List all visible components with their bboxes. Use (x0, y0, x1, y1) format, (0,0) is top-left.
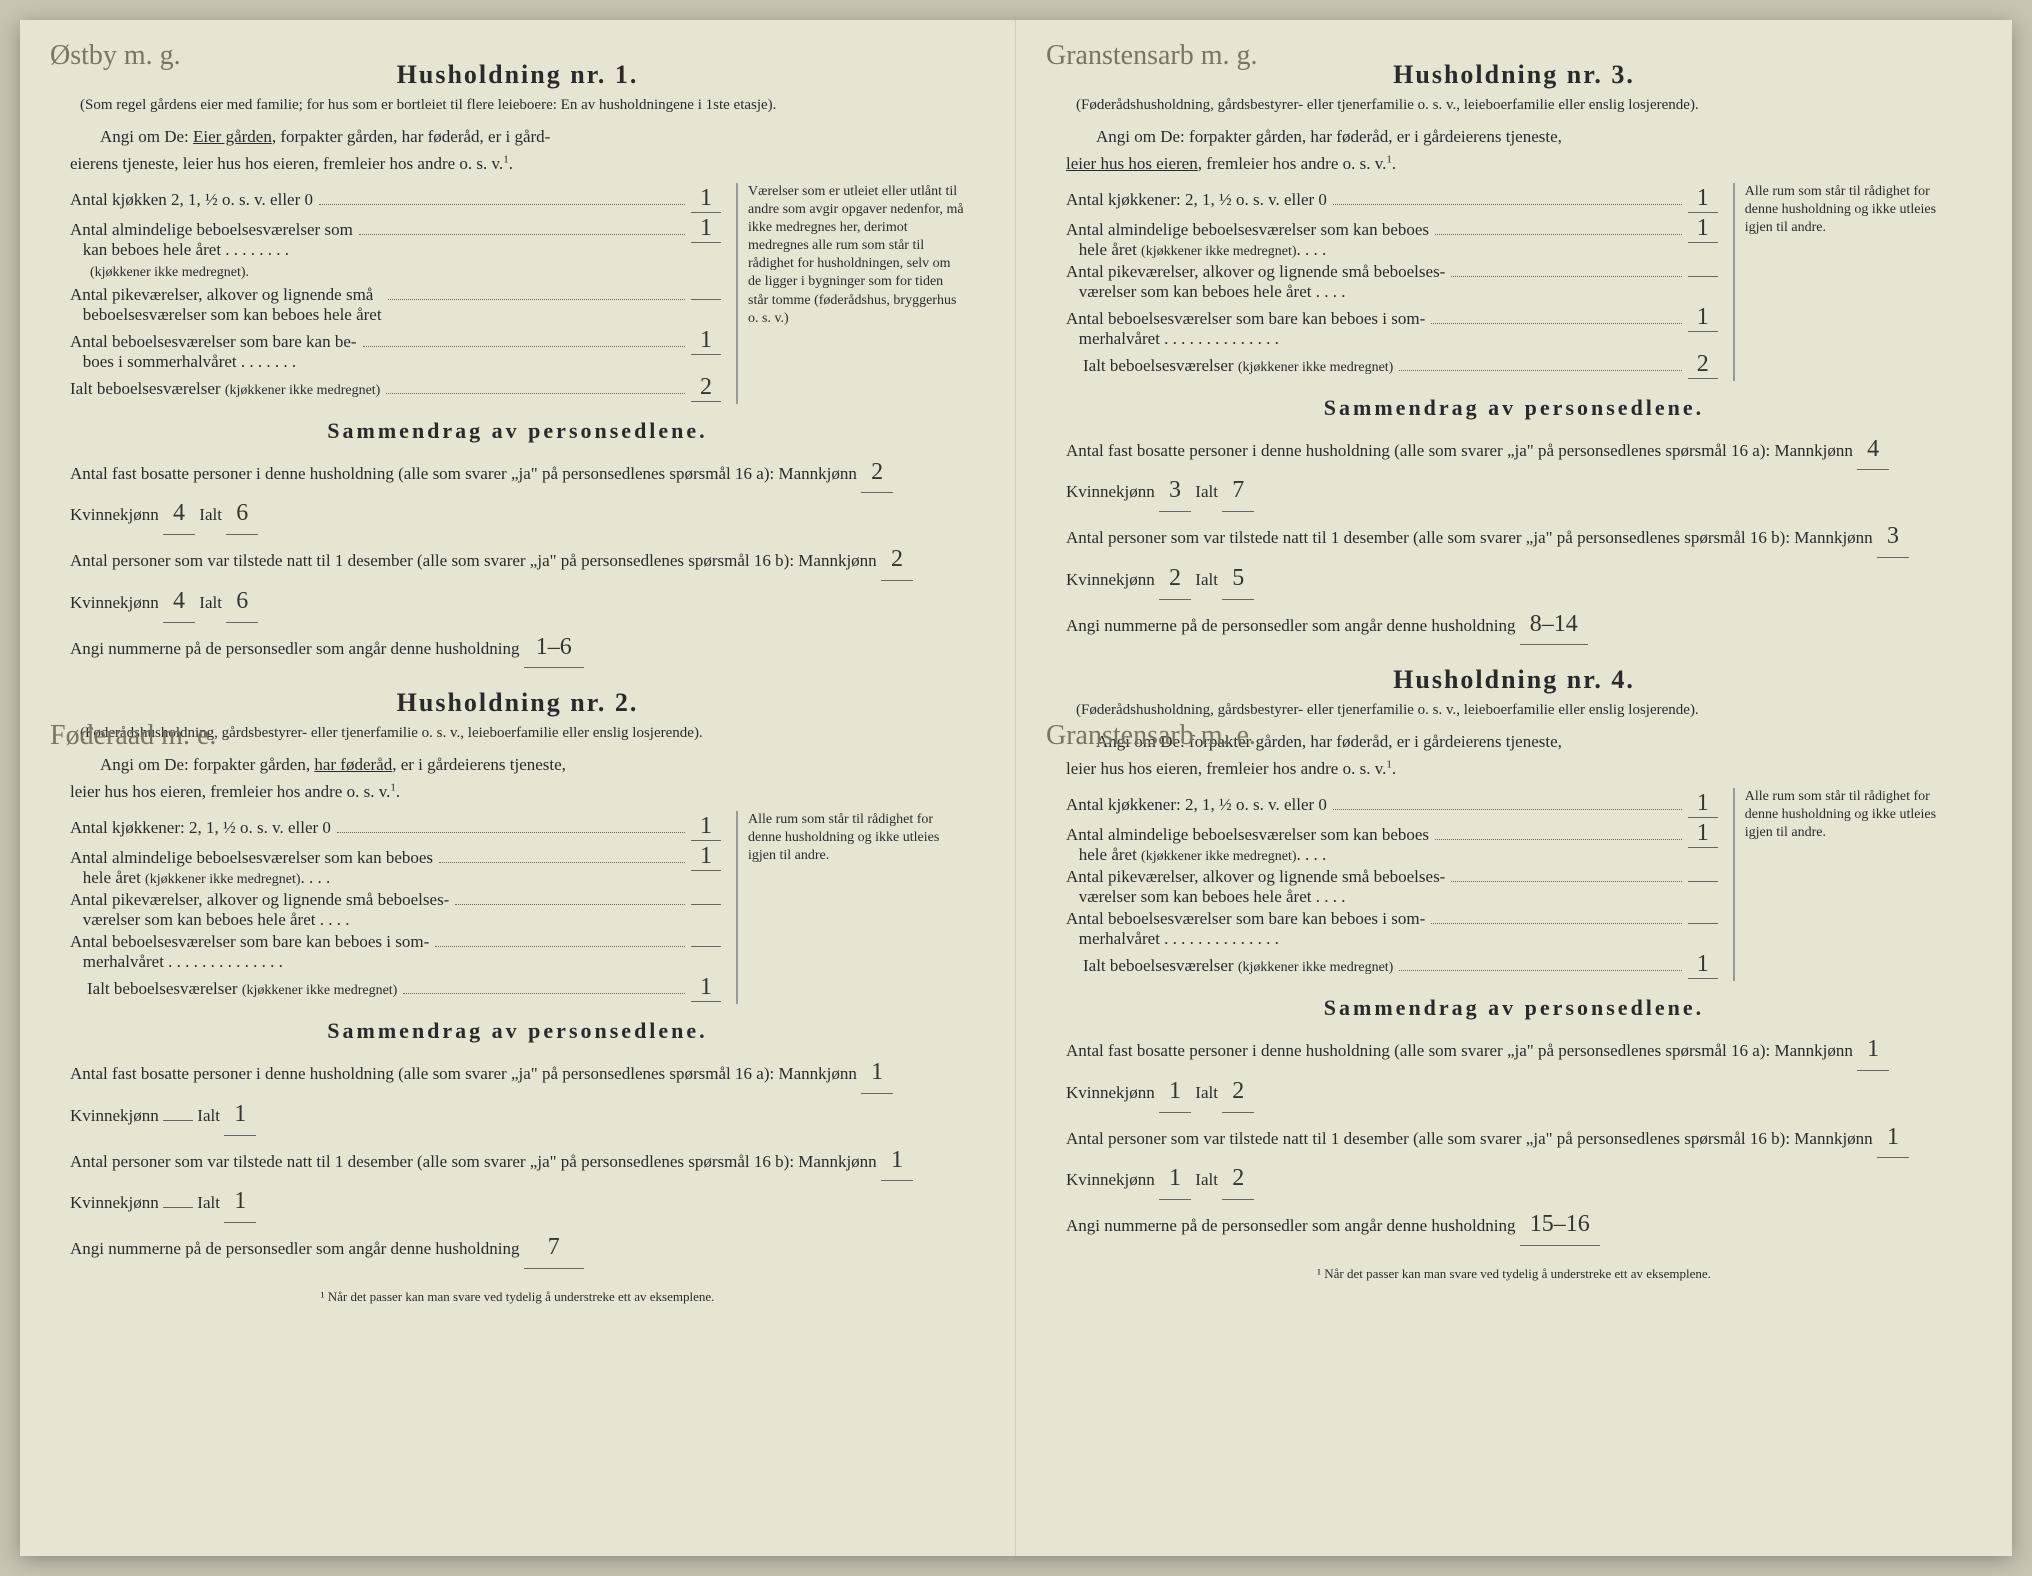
handwriting-mid-right: Granstensarb m. e. (1046, 720, 1256, 752)
summary-16b: Antal personer som var tilstede natt til… (70, 1140, 965, 1224)
summary-title: Sammendrag av personsedlene. (1066, 995, 1962, 1021)
options-line2: eierens tjeneste, leier hus hos eieren, … (70, 151, 965, 177)
handwriting-top-left: Østby m. g. (50, 40, 181, 72)
room-fields: Antal kjøkkener: 2, 1, ½ o. s. v. eller … (70, 811, 721, 1004)
kjokken-value: 1 (691, 185, 721, 213)
angi-line: Angi om De: forpakter gården, har føderå… (100, 752, 965, 778)
handwriting-mid-left: Føderaad m. e. (50, 720, 216, 752)
nummerne-line: Angi nummerne på de personsedler som ang… (1066, 604, 1962, 646)
household-title: Husholdning nr. 1. (70, 60, 965, 90)
room-columns: Antal kjøkkener: 2, 1, ½ o. s. v. eller … (1066, 788, 1962, 981)
document-spread: Østby m. g. Husholdning nr. 1. (Som rege… (20, 20, 2012, 1556)
options-line2: leier hus hos eieren, fremleier hos andr… (70, 779, 965, 805)
angi-line: Angi om De: forpakter gården, har føderå… (1096, 124, 1962, 150)
underlined-option: Eier gården (193, 127, 272, 146)
angi-line: Angi om De: Eier gården, forpakter gårde… (100, 124, 965, 150)
household-3: Husholdning nr. 3. (Føderådshusholdning,… (1066, 60, 1962, 645)
summary-title: Sammendrag av personsedlene. (70, 1018, 965, 1044)
summary-title: Sammendrag av personsedlene. (1066, 395, 1962, 421)
summary-16a: Antal fast bosatte personer i denne hush… (1066, 1029, 1962, 1113)
options-line2: leier hus hos eieren, fremleier hos andr… (1066, 151, 1962, 177)
summary-16a: Antal fast bosatte personer i denne hush… (70, 452, 965, 536)
side-note: Alle rum som står til rådighet for denne… (736, 811, 965, 1004)
nummerne-line: Angi nummerne på de personsedler som ang… (70, 1227, 965, 1269)
household-4: Husholdning nr. 4. (Føderådshusholdning,… (1066, 665, 1962, 1245)
room-fields: Antal kjøkkener: 2, 1, ½ o. s. v. eller … (1066, 183, 1718, 381)
side-note: Værelser som er utleiet eller utlånt til… (736, 183, 965, 404)
right-page: Granstensarb m. g. Husholdning nr. 3. (F… (1016, 20, 2012, 1556)
room-columns: Antal kjøkkener: 2, 1, ½ o. s. v. eller … (70, 811, 965, 1004)
room-columns: Antal kjøkkener: 2, 1, ½ o. s. v. eller … (1066, 183, 1962, 381)
summary-title: Sammendrag av personsedlene. (70, 418, 965, 444)
household-subtitle: (Føderådshusholdning, gårdsbestyrer- ell… (1076, 96, 1952, 116)
footnote: ¹ Når det passer kan man svare ved tydel… (1066, 1266, 1962, 1282)
room-fields: Antal kjøkken 2, 1, ½ o. s. v. eller 01 … (70, 183, 721, 404)
household-1: Husholdning nr. 1. (Som regel gårdens ei… (70, 60, 965, 668)
nummerne-line: Angi nummerne på de personsedler som ang… (1066, 1204, 1962, 1246)
underlined-option: har føderåd (314, 755, 392, 774)
side-note: Alle rum som står til rådighet for denne… (1733, 788, 1962, 981)
left-page: Østby m. g. Husholdning nr. 1. (Som rege… (20, 20, 1016, 1556)
ialt-beb-value: 2 (691, 374, 721, 402)
options-line2: leier hus hos eieren, fremleier hos andr… (1066, 756, 1962, 782)
summary-16a: Antal fast bosatte personer i denne hush… (70, 1052, 965, 1136)
household-title: Husholdning nr. 2. (70, 688, 965, 718)
alm-value: 1 (691, 215, 721, 243)
handwriting-top-right: Granstensarb m. g. (1046, 40, 1258, 72)
household-subtitle: (Som regel gårdens eier med familie; for… (80, 96, 955, 116)
household-title: Husholdning nr. 4. (1066, 665, 1962, 695)
pike-value (691, 299, 721, 300)
nummerne-line: Angi nummerne på de personsedler som ang… (70, 627, 965, 669)
sommer-value: 1 (691, 327, 721, 355)
underlined-option: leier hus hos eieren (1066, 154, 1198, 173)
footnote: ¹ Når det passer kan man svare ved tydel… (70, 1289, 965, 1305)
summary-16b: Antal personer som var tilstede natt til… (1066, 516, 1962, 600)
summary-16b: Antal personer som var tilstede natt til… (1066, 1117, 1962, 1201)
room-columns: Antal kjøkken 2, 1, ½ o. s. v. eller 01 … (70, 183, 965, 404)
summary-16b: Antal personer som var tilstede natt til… (70, 539, 965, 623)
room-fields: Antal kjøkkener: 2, 1, ½ o. s. v. eller … (1066, 788, 1718, 981)
side-note: Alle rum som står til rådighet for denne… (1733, 183, 1962, 381)
household-2: Husholdning nr. 2. (Føderådshusholdning,… (70, 688, 965, 1268)
household-subtitle: (Føderådshusholdning, gårdsbestyrer- ell… (1076, 701, 1952, 721)
summary-16a: Antal fast bosatte personer i denne hush… (1066, 429, 1962, 513)
